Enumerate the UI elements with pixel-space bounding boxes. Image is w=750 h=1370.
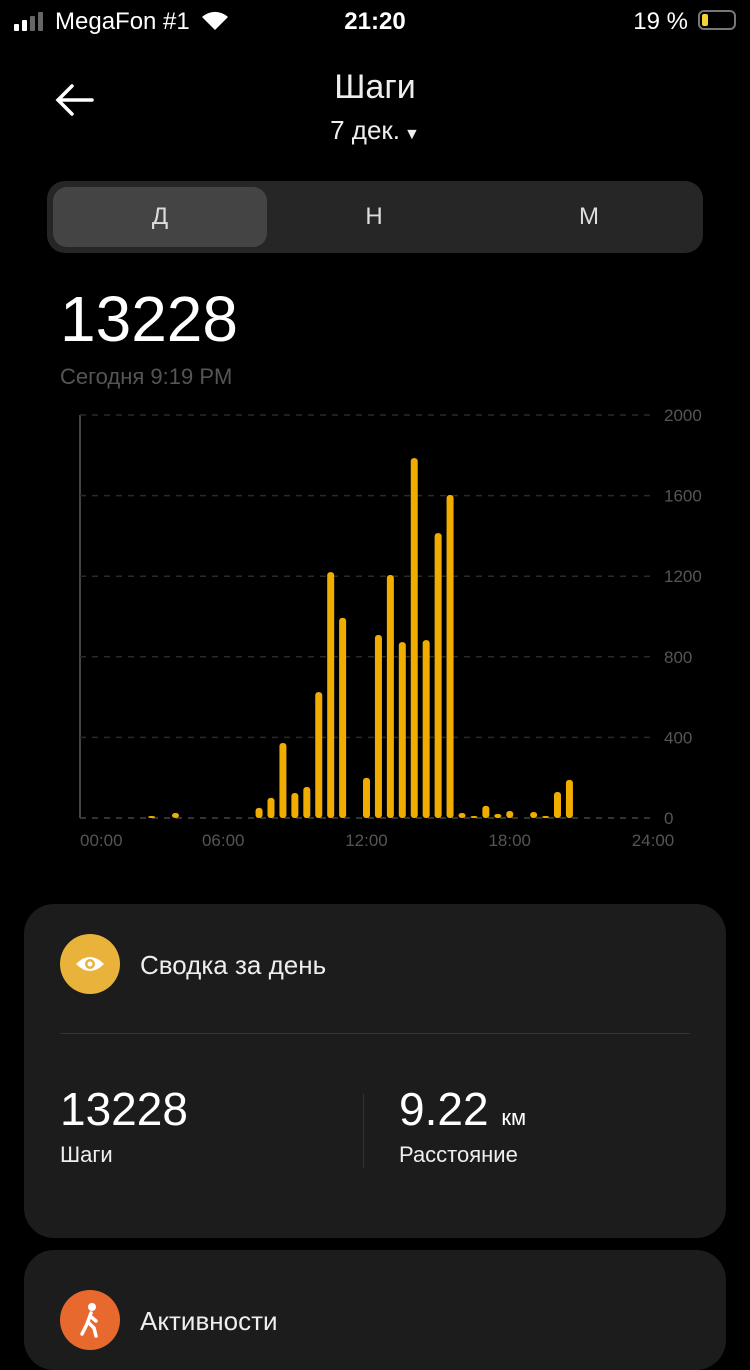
battery-percent: 19 % (633, 8, 688, 35)
card-title: Активности (140, 1306, 278, 1336)
bar (458, 812, 466, 818)
x-tick-label: 00:00 (80, 831, 123, 850)
walking-icon (60, 1290, 120, 1350)
steps-total: 13228 (60, 283, 238, 355)
y-tick-label: 2000 (664, 406, 702, 425)
steps-value: 13228 (60, 1083, 188, 1135)
caret-down-icon: ▼ (404, 126, 420, 143)
bar (386, 574, 394, 818)
x-tick-label: 12:00 (345, 831, 388, 850)
tab-day[interactable]: Д (53, 187, 267, 247)
bar (279, 743, 287, 818)
signal-icon (14, 12, 43, 31)
bar (565, 779, 573, 818)
bar (494, 813, 502, 818)
bar (172, 812, 179, 818)
date-picker[interactable]: 7 дек. ▼ (0, 115, 750, 146)
bar (363, 777, 370, 818)
bar (554, 792, 561, 818)
bar (339, 617, 347, 818)
carrier-name: MegaFon #1 (55, 8, 190, 35)
bar (303, 786, 311, 818)
distance-value: 9.22 км (399, 1082, 526, 1136)
bar (315, 692, 323, 818)
page-title: Шаги (334, 68, 416, 106)
card-title: Сводка за день (140, 950, 327, 980)
bar (327, 572, 335, 818)
distance-label: Расстояние (399, 1142, 518, 1167)
tab-week[interactable]: Н (365, 203, 383, 230)
y-tick-label: 400 (664, 728, 692, 747)
bar (542, 816, 550, 818)
period-tabs: Д Н М (47, 181, 703, 253)
tab-month[interactable]: М (579, 203, 599, 230)
divider (60, 1033, 690, 1034)
bar (148, 816, 156, 818)
battery-icon (698, 10, 736, 30)
bar (470, 816, 478, 818)
eye-icon (60, 934, 120, 994)
steps-label: Шаги (60, 1142, 113, 1167)
date-label: 7 дек. (330, 115, 401, 145)
back-arrow-icon[interactable] (52, 78, 96, 122)
x-tick-label: 06:00 (202, 831, 245, 850)
bar (482, 805, 490, 818)
wifi-icon (202, 11, 228, 30)
bar (255, 807, 263, 818)
bar (506, 810, 514, 818)
x-tick-label: 18:00 (488, 831, 531, 850)
bar (410, 458, 418, 818)
bar (291, 793, 299, 818)
bar (434, 533, 442, 818)
y-tick-label: 1200 (664, 567, 702, 586)
steps-chart: 0 400 800 1200 1600 2000 00:00 06:00 12:00 18:00 2… (79, 406, 702, 850)
bar (446, 494, 454, 818)
status-bar: MegaFon #1 21:20 19 % (0, 0, 750, 44)
bar (267, 797, 275, 818)
timestamp: Сегодня 9:19 PM (60, 364, 233, 389)
y-tick-label: 1600 (664, 487, 702, 506)
bar (422, 640, 430, 818)
y-tick-label: 0 (664, 809, 673, 828)
clock: 21:20 (344, 8, 406, 35)
distance-unit: км (501, 1105, 527, 1130)
divider (363, 1094, 364, 1168)
bar (374, 635, 382, 818)
bar (530, 811, 538, 818)
y-tick-label: 800 (664, 648, 692, 667)
distance-number: 9.22 (399, 1083, 489, 1135)
day-summary-card[interactable]: Сводка за день 13228 Шаги 9.22 км Рассто… (24, 904, 726, 1238)
bar (398, 642, 406, 818)
activities-card[interactable]: Активности (24, 1250, 726, 1370)
x-tick-label: 24:00 (632, 831, 675, 850)
